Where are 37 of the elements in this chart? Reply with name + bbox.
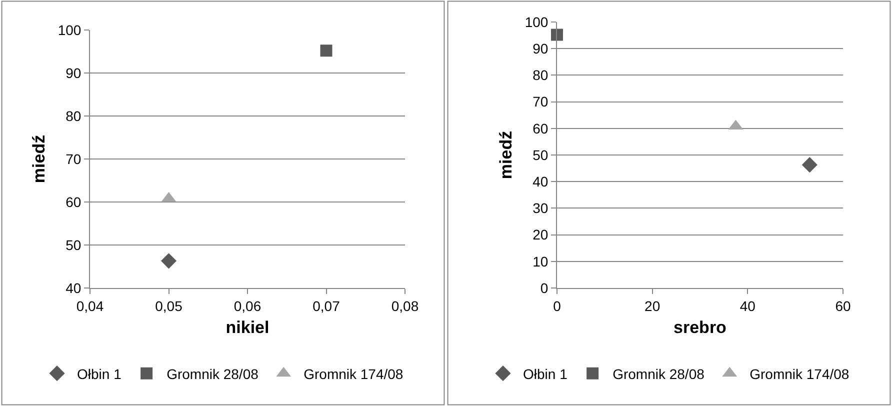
y-tick-label: 80 xyxy=(66,108,82,124)
legend-label: Gromnik 174/08 xyxy=(304,366,404,382)
x-tick-label: 60 xyxy=(835,298,851,314)
x-tick-label: 40 xyxy=(740,298,756,314)
y-tick-label: 10 xyxy=(532,253,548,270)
legend-label: Ołbin 1 xyxy=(523,366,568,382)
y-tick-label: 20 xyxy=(532,226,548,243)
x-tick-label: 0,08 xyxy=(391,298,419,314)
y-tick-label: 40 xyxy=(532,174,548,190)
y-tick-label: 100 xyxy=(58,22,82,38)
y-tick-label: 30 xyxy=(532,200,548,216)
x-tick-label: 0,04 xyxy=(76,298,104,314)
x-tick-label: 0,07 xyxy=(312,298,340,314)
legend-label: Gromnik 28/08 xyxy=(166,366,259,382)
y-tick-label: 0 xyxy=(540,280,548,296)
x-axis-title: nikiel xyxy=(226,318,270,338)
y-tick-label: 90 xyxy=(532,40,548,56)
y-tick-label: 40 xyxy=(66,280,82,296)
x-tick-label: 0,05 xyxy=(155,298,183,314)
x-tick-label: 0 xyxy=(553,298,562,314)
y-tick-label: 90 xyxy=(66,64,82,81)
y-tick-label: 60 xyxy=(532,120,548,136)
y-tick-label: 60 xyxy=(66,194,82,210)
y-axis-title: miedź xyxy=(29,134,48,184)
x-tick-label: 20 xyxy=(644,298,660,314)
legend-label: Ołbin 1 xyxy=(77,366,122,382)
legend-label: Gromnik 174/08 xyxy=(750,366,850,382)
y-tick-label: 80 xyxy=(532,67,548,84)
y-tick-label: 50 xyxy=(66,236,82,253)
x-axis-title: srebro xyxy=(674,318,726,338)
y-tick-label: 50 xyxy=(532,146,548,163)
y-tick-label: 70 xyxy=(532,94,548,110)
legend-label: Gromnik 28/08 xyxy=(612,366,705,382)
y-tick-label: 100 xyxy=(524,14,548,30)
x-tick-label: 0,06 xyxy=(234,298,262,314)
y-axis-title: miedź xyxy=(496,130,516,180)
y-tick-label: 70 xyxy=(66,150,82,167)
